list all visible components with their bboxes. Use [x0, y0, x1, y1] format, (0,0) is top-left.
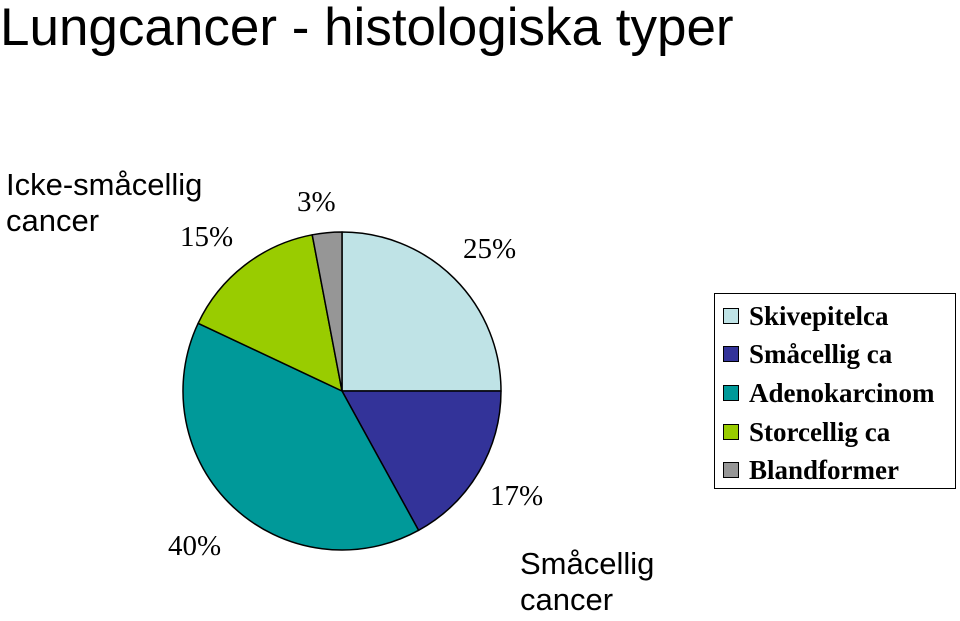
non-small-cell-annotation: Icke-småcellig cancer	[6, 167, 202, 239]
small-cell-annotation: Småcellig cancer	[520, 546, 654, 618]
pie-value-label-blandformer: 3%	[297, 186, 336, 218]
pie-value-label-smacellig-ca: 17%	[490, 480, 543, 512]
legend-label: Blandformer	[749, 454, 899, 485]
legend-label: Adenokarcinom	[749, 377, 935, 408]
pie-slice-skivepitelca	[341, 231, 502, 392]
legend-label: Skivepitelca	[749, 300, 889, 331]
pie-slice-storcellig-ca	[197, 234, 343, 392]
legend-item-storcellig-ca: Storcellig ca	[723, 414, 890, 450]
pie-value-label-storcellig-ca: 15%	[180, 221, 233, 253]
pie-value-labels: 25% 17% 40% 15% 3%	[168, 186, 543, 562]
legend-label: Storcellig ca	[749, 416, 891, 447]
small-cell-annotation-line-2: cancer	[520, 582, 614, 617]
pie-slice-blandformer	[311, 231, 343, 392]
pie-slice-smacellig-ca	[341, 390, 502, 532]
legend-item-adenokarcinom: Adenokarcinom	[723, 375, 935, 411]
non-small-cell-annotation-line-2: cancer	[6, 203, 100, 238]
non-small-cell-annotation-line-1: Icke-småcellig	[6, 167, 203, 202]
legend-item-blandformer: Blandformer	[723, 452, 899, 488]
legend-swatch	[723, 462, 739, 478]
legend-label: Småcellig ca	[749, 338, 893, 369]
pie-value-label-skivepitelca: 25%	[463, 233, 516, 265]
legend-swatch	[723, 424, 739, 440]
legend-swatch	[723, 308, 739, 324]
pie-slices	[182, 231, 502, 551]
legend-item-smacellig-ca: Småcellig ca	[723, 336, 892, 372]
legend-item-skivepitelca: Skivepitelca	[723, 298, 889, 334]
chart-legend: Skivepitelca Småcellig ca Adenokarcinom …	[714, 293, 956, 489]
small-cell-annotation-line-1: Småcellig	[520, 546, 655, 581]
legend-swatch	[723, 385, 739, 401]
pie-slice-adenokarcinom	[182, 322, 420, 551]
legend-swatch	[723, 346, 739, 362]
chart-title: Lungcancer - histologiska typer	[0, 0, 734, 57]
pie-value-label-adenokarcinom: 40%	[168, 530, 221, 562]
